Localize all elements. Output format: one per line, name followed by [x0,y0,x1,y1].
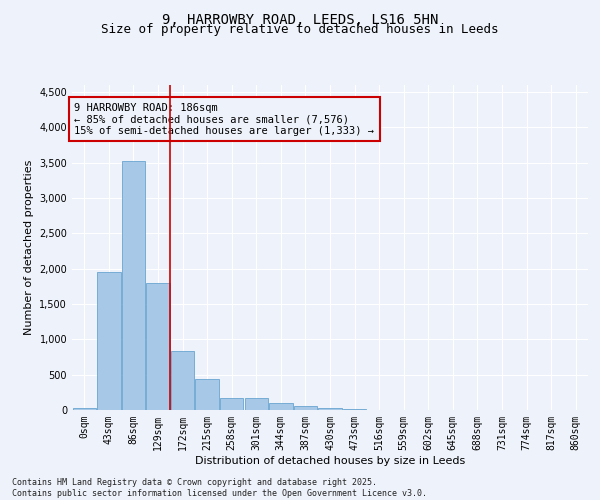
Text: 9, HARROWBY ROAD, LEEDS, LS16 5HN: 9, HARROWBY ROAD, LEEDS, LS16 5HN [162,12,438,26]
Bar [122,162,145,410]
Text: 9 HARROWBY ROAD: 186sqm
← 85% of detached houses are smaller (7,576)
15% of semi: 9 HARROWBY ROAD: 186sqm ← 85% of detache… [74,102,374,136]
Bar [269,404,293,410]
Bar [245,398,268,410]
Bar [73,408,96,410]
Bar [294,406,317,410]
Bar [319,408,341,410]
Text: Contains HM Land Registry data © Crown copyright and database right 2025.
Contai: Contains HM Land Registry data © Crown c… [12,478,427,498]
Bar [196,378,219,410]
Bar [146,283,170,410]
Bar [343,409,366,410]
Text: Size of property relative to detached houses in Leeds: Size of property relative to detached ho… [101,22,499,36]
Y-axis label: Number of detached properties: Number of detached properties [24,160,34,335]
Bar [220,398,244,410]
X-axis label: Distribution of detached houses by size in Leeds: Distribution of detached houses by size … [195,456,465,466]
Bar [171,350,194,410]
Bar [97,272,121,410]
